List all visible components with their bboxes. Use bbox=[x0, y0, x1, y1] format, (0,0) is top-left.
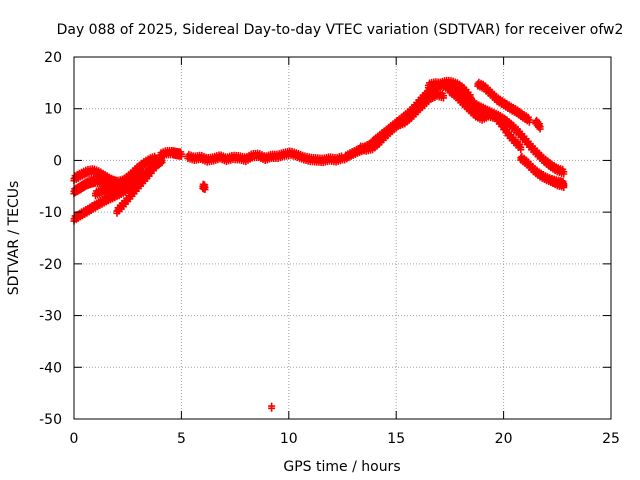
data-layer bbox=[70, 76, 568, 412]
x-axis-label: GPS time / hours bbox=[283, 459, 400, 475]
x-tick-label: 15 bbox=[387, 431, 405, 447]
series-trace-o bbox=[532, 116, 544, 133]
y-axis-label: SDTVAR / TECUs bbox=[6, 181, 22, 296]
series-trace-f bbox=[156, 146, 185, 161]
x-tick-label: 20 bbox=[495, 431, 513, 447]
data-point bbox=[517, 146, 525, 154]
series-trace-i bbox=[268, 402, 276, 412]
series-trace-k bbox=[356, 88, 447, 155]
data-point bbox=[560, 170, 568, 178]
data-point bbox=[177, 152, 185, 160]
y-tick-label: 0 bbox=[53, 153, 62, 169]
x-tick-label: 25 bbox=[602, 431, 620, 447]
y-tick-label: -50 bbox=[39, 412, 62, 428]
series-trace-d bbox=[91, 178, 132, 200]
y-tick-label: -40 bbox=[39, 360, 62, 376]
grid-layer bbox=[74, 57, 611, 419]
series-trace-n bbox=[474, 78, 533, 126]
data-point bbox=[268, 404, 276, 412]
chart-title: Day 088 of 2025, Sidereal Day-to-day VTE… bbox=[57, 22, 624, 38]
tick-layer bbox=[73, 56, 612, 420]
series-trace-g bbox=[184, 147, 346, 167]
y-tick-label: 20 bbox=[44, 50, 62, 66]
data-point bbox=[136, 165, 144, 173]
data-point bbox=[124, 182, 132, 190]
y-tick-label: -30 bbox=[39, 309, 62, 325]
x-tick-label: 0 bbox=[70, 431, 79, 447]
x-tick-label: 5 bbox=[177, 431, 186, 447]
series-trace-h bbox=[199, 180, 209, 194]
plot-frame bbox=[73, 56, 612, 420]
x-tick-label: 10 bbox=[280, 431, 298, 447]
y-tick-label: -20 bbox=[39, 257, 62, 273]
data-point bbox=[560, 183, 568, 191]
series-trace-m bbox=[446, 85, 525, 154]
data-point bbox=[525, 118, 533, 126]
data-point bbox=[536, 125, 544, 133]
data-point bbox=[439, 94, 447, 102]
series-trace-q bbox=[547, 174, 568, 191]
series-trace-e bbox=[113, 154, 164, 217]
data-point bbox=[201, 186, 209, 194]
x-tick-labels: 0 5 10 15 20 25 bbox=[70, 431, 620, 447]
data-point bbox=[516, 140, 524, 148]
y-tick-label: 10 bbox=[44, 102, 62, 118]
y-tick-labels: -50 -40 -30 -20 -10 0 10 20 bbox=[39, 50, 62, 428]
y-tick-label: -10 bbox=[39, 205, 62, 221]
